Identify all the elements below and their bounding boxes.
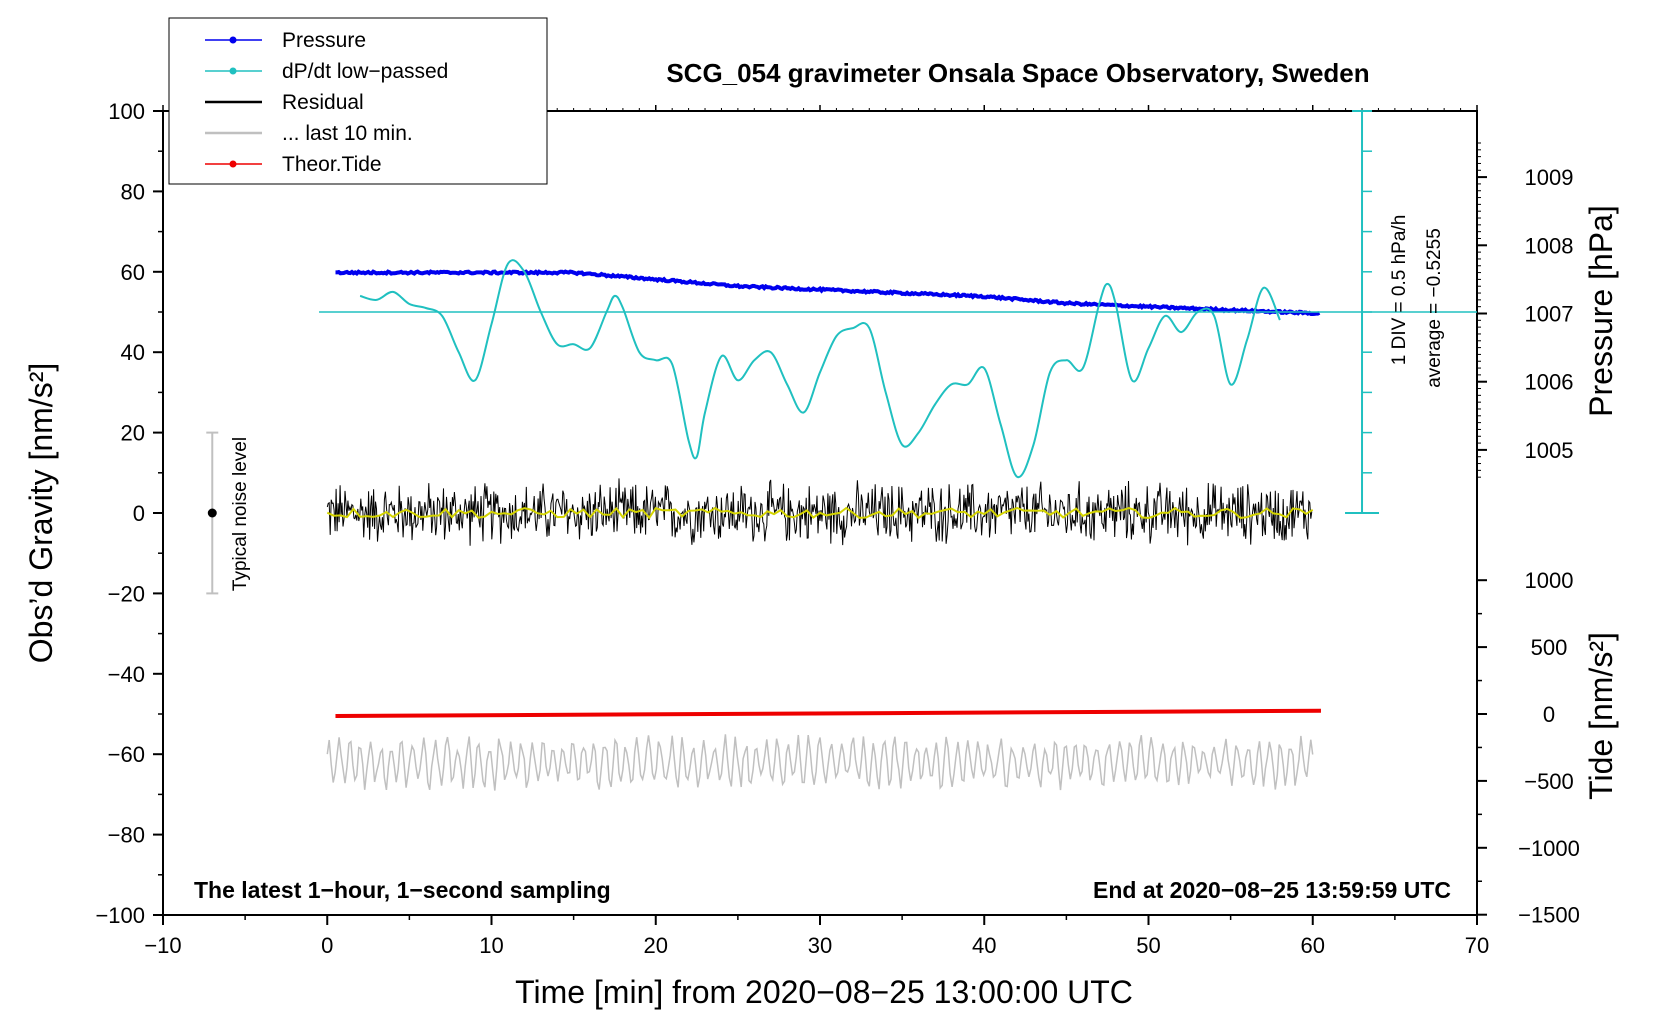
data-series	[319, 259, 1477, 791]
y-tick-label: 100	[108, 99, 145, 124]
pressure-line	[335, 269, 1321, 316]
y-tick-label: 20	[121, 421, 145, 446]
axis-ticks: −10 0 10 20 30 40 50 60 70100806040200−20−40−60−…	[95, 99, 1579, 958]
chart-title: SCG_054 gravimeter Onsala Space Observat…	[666, 58, 1369, 88]
y-tick-label: −80	[108, 823, 145, 848]
tide-tick-label: −1500	[1518, 903, 1580, 928]
pressure-tick-label: 1007	[1525, 302, 1574, 327]
legend-label: Residual	[282, 91, 364, 114]
x-tick-label: 40	[972, 933, 996, 958]
dpdt-average-label: average = −0.5255	[1424, 228, 1445, 388]
pressure-tick-label: 1006	[1525, 370, 1574, 395]
y-tick-label: −40	[108, 662, 145, 687]
tide-tick-label: 500	[1531, 635, 1568, 660]
x-tick-label: 10	[479, 933, 503, 958]
y-axis-label-left: Obs’d Gravity [nm/s²]	[23, 363, 59, 664]
tide-tick-label: −500	[1524, 769, 1574, 794]
noise-bar-dot	[207, 508, 217, 518]
residual-line	[326, 478, 1313, 546]
x-tick-label: 50	[1136, 933, 1160, 958]
noise-label: Typical noise level	[230, 437, 251, 591]
legend-swatch-dot	[229, 160, 237, 168]
dpdt-scale-bar	[1345, 110, 1380, 514]
legend-swatch-dot	[229, 36, 237, 44]
pressure-tick-label: 1009	[1525, 165, 1574, 190]
y-axis-label-tide: Tide [nm/s²]	[1583, 632, 1619, 800]
legend-label: Pressure	[282, 29, 366, 52]
x-tick-label: 30	[808, 933, 832, 958]
theor-tide-line	[335, 708, 1321, 719]
x-tick-label: 70	[1465, 933, 1489, 958]
y-tick-label: −20	[108, 581, 145, 606]
residual-smoothed-line	[326, 506, 1314, 520]
tide-tick-label: −1000	[1518, 836, 1580, 861]
pressure-tick-label: 1008	[1525, 233, 1574, 258]
note-left: The latest 1−hour, 1−second sampling	[194, 877, 611, 903]
y-axis-label-pressure: Pressure [hPa]	[1583, 205, 1619, 417]
tide-tick-label: 0	[1543, 702, 1555, 727]
y-tick-label: 80	[121, 179, 145, 204]
x-tick-label: 20	[644, 933, 668, 958]
legend-swatch-dot	[229, 67, 237, 75]
legend-label: Theor.Tide	[282, 153, 382, 176]
y-tick-label: −100	[95, 903, 145, 928]
dpdt-scale-label: 1 DIV = 0.5 hPa/h	[1389, 215, 1410, 366]
x-tick-label: 60	[1301, 933, 1325, 958]
pressure-tick-label: 1005	[1525, 438, 1574, 463]
y-tick-label: 60	[121, 260, 145, 285]
y-tick-label: −60	[108, 742, 145, 767]
note-right: End at 2020−08−25 13:59:59 UTC	[1093, 877, 1451, 903]
legend: Pressure dP/dt low−passed Residual ... last…	[168, 17, 548, 185]
x-axis-label: Time [min] from 2020−08−25 13:00:00 UTC	[515, 974, 1133, 1010]
y-tick-label: 0	[133, 501, 145, 526]
legend-label: dP/dt low−passed	[282, 60, 448, 83]
x-tick-label: −10	[144, 933, 181, 958]
legend-label: ... last 10 min.	[282, 122, 413, 145]
last-10-min-line	[326, 734, 1314, 791]
dpdt-line	[359, 259, 1281, 479]
tide-tick-label: 1000	[1525, 568, 1574, 593]
y-tick-label: 40	[121, 340, 145, 365]
noise-bar	[206, 431, 219, 595]
x-tick-label: 0	[321, 933, 333, 958]
